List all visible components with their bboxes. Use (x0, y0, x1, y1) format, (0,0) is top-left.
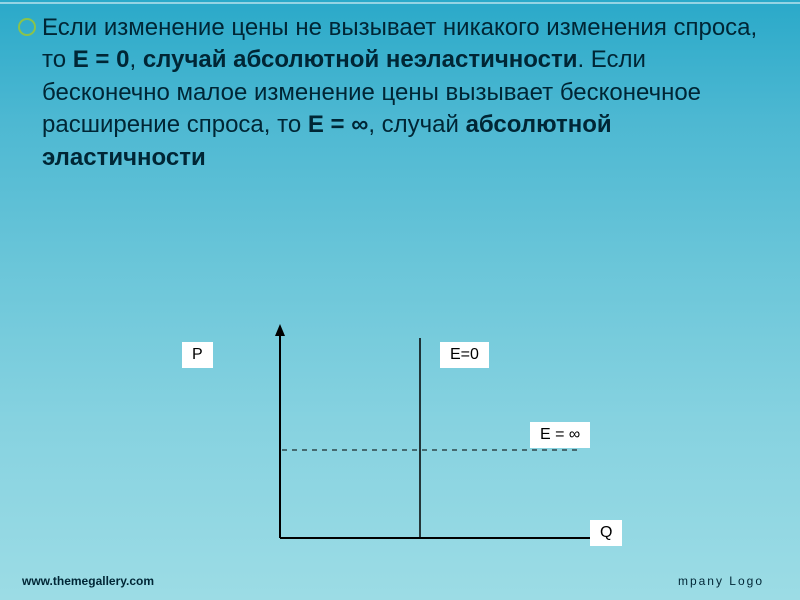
text-seg: , (129, 46, 142, 73)
text-seg-bold: E = ∞ (308, 111, 368, 138)
elasticity-diagram: P E=0 E = ∞ Q (160, 310, 640, 560)
label-einf: E = ∞ (530, 422, 590, 448)
bullet-icon (18, 18, 36, 36)
slide: Если изменение цены не вызывает никакого… (0, 0, 800, 600)
label-q: Q (590, 520, 622, 546)
label-e0: E=0 (440, 342, 489, 368)
y-axis-arrow (275, 324, 285, 336)
footer-url: www.themegallery.com (22, 574, 154, 588)
top-divider (0, 2, 800, 4)
label-p: P (182, 342, 213, 368)
text-seg: , случай (368, 111, 465, 138)
text-seg-bold: E = 0 (73, 46, 130, 73)
main-text: Если изменение цены не вызывает никакого… (42, 12, 770, 174)
footer-logo-text: mpany Logo (678, 574, 764, 588)
text-seg-bold: случай абсолютной неэластичности (143, 46, 578, 73)
